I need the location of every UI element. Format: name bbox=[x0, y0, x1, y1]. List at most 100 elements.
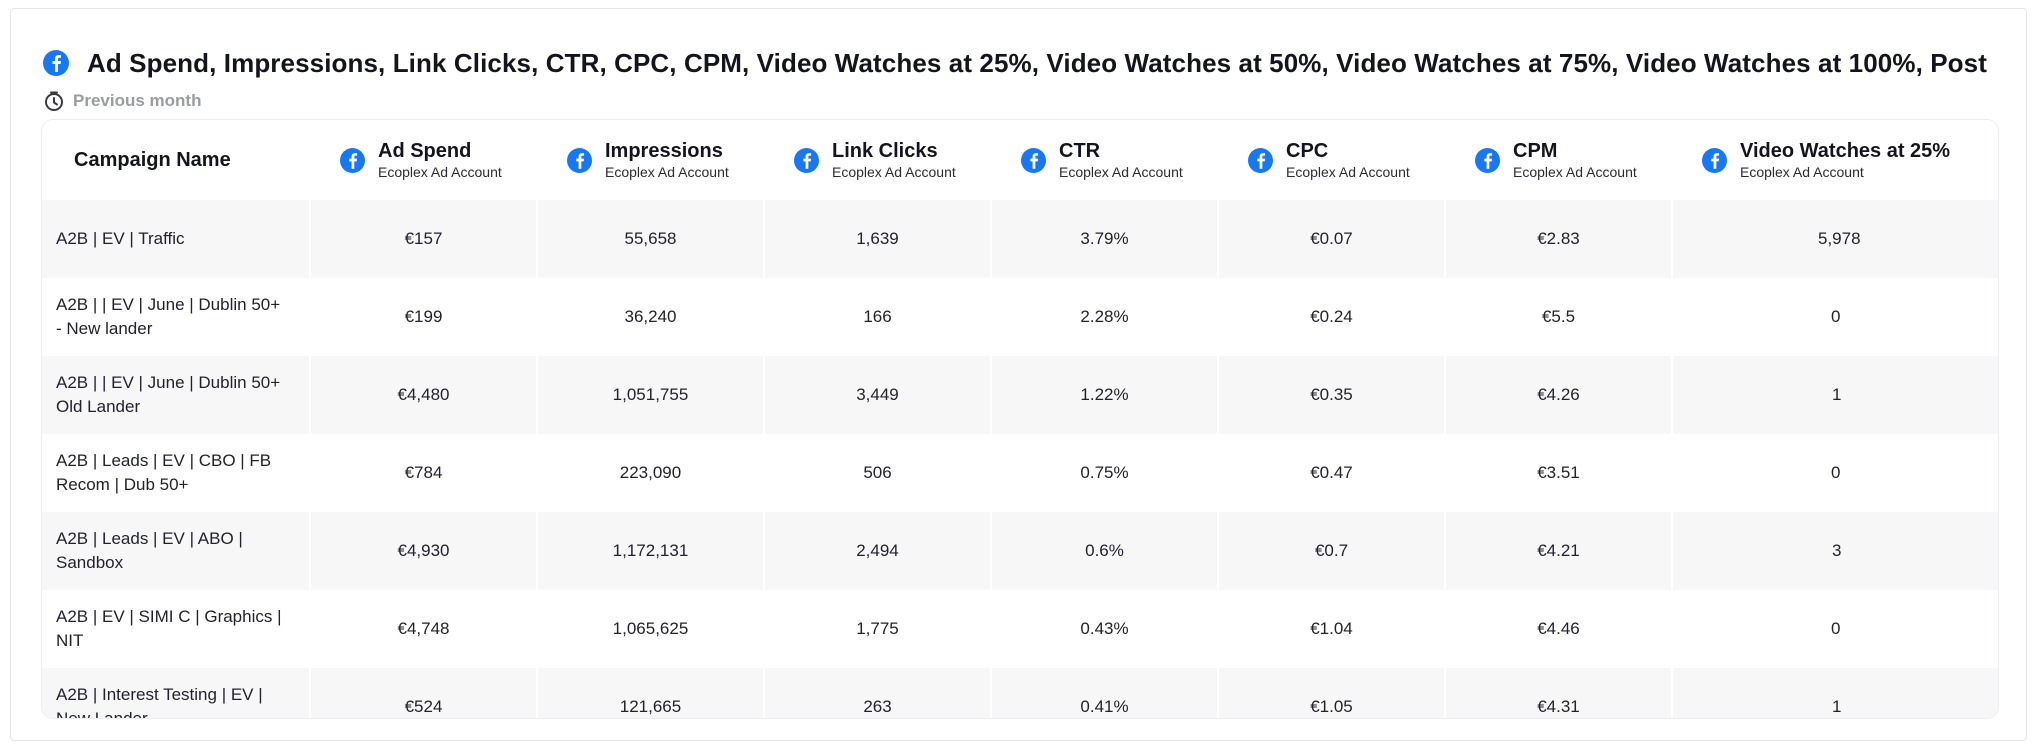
cell-cpc: €0.35 bbox=[1218, 356, 1446, 434]
cell-cpm: €4.26 bbox=[1445, 356, 1673, 434]
cell-impressions: 1,065,625 bbox=[537, 590, 765, 668]
column-header-cpm[interactable]: CPM Ecoplex Ad Account bbox=[1445, 120, 1672, 200]
cell-link-clicks: 1,639 bbox=[764, 200, 992, 278]
cell-cpm: €2.83 bbox=[1445, 200, 1673, 278]
cell-cpm: €5.5 bbox=[1445, 278, 1673, 356]
column-account: Ecoplex Ad Account bbox=[1286, 164, 1410, 180]
cell-cpc: €0.7 bbox=[1218, 512, 1446, 590]
cell-ad-spend: €4,480 bbox=[310, 356, 538, 434]
cell-cpm: €4.46 bbox=[1445, 590, 1673, 668]
column-header-cpc[interactable]: CPC Ecoplex Ad Account bbox=[1218, 120, 1445, 200]
column-label: Link Clicks bbox=[832, 140, 938, 162]
cell-video-watches-25: 1 bbox=[1672, 668, 1998, 718]
column-label: Ad Spend bbox=[378, 140, 472, 162]
table-row[interactable]: A2B | Leads | EV | CBO | FB Recom | Dub … bbox=[42, 434, 1998, 512]
campaign-table-container[interactable]: Campaign Name Ad Spend Ecoplex Ad Account… bbox=[41, 119, 1999, 719]
date-range-label: Previous month bbox=[73, 91, 202, 110]
column-label: CPM bbox=[1513, 140, 1558, 162]
cell-video-watches-25: 0 bbox=[1672, 278, 1998, 356]
column-account: Ecoplex Ad Account bbox=[605, 164, 729, 180]
table-row[interactable]: A2B | | EV | June | Dublin 50+ Old Lande… bbox=[42, 356, 1998, 434]
date-range-row: Previous month bbox=[43, 89, 1994, 113]
campaign-table: Campaign Name Ad Spend Ecoplex Ad Account… bbox=[42, 120, 1998, 718]
cell-ctr: 0.41% bbox=[991, 668, 1219, 718]
facebook-icon bbox=[1702, 147, 1727, 173]
cell-cpc: €0.07 bbox=[1218, 200, 1446, 278]
cell-impressions: 223,090 bbox=[537, 434, 765, 512]
table-header-row: Campaign Name Ad Spend Ecoplex Ad Account… bbox=[42, 120, 1998, 200]
column-header-link-clicks[interactable]: Link Clicks Ecoplex Ad Account bbox=[764, 120, 991, 200]
widget-title: Ad Spend, Impressions, Link Clicks, CTR,… bbox=[87, 47, 1994, 78]
table-row[interactable]: A2B | Leads | EV | ABO | Sandbox €4,930 … bbox=[42, 512, 1998, 590]
column-header-video-watches-25[interactable]: Video Watches at 25% Ecoplex Ad Account bbox=[1672, 120, 1998, 200]
table-row[interactable]: A2B | EV | Traffic €157 55,658 1,639 3.7… bbox=[42, 200, 1998, 278]
cell-link-clicks: 166 bbox=[764, 278, 992, 356]
table-row[interactable]: A2B | | EV | June | Dublin 50+ - New lan… bbox=[42, 278, 1998, 356]
cell-impressions: 55,658 bbox=[537, 200, 765, 278]
cell-cpc: €1.04 bbox=[1218, 590, 1446, 668]
cell-impressions: 1,172,131 bbox=[537, 512, 765, 590]
column-header-ctr[interactable]: CTR Ecoplex Ad Account bbox=[991, 120, 1218, 200]
cell-ctr: 1.22% bbox=[991, 356, 1219, 434]
column-header-campaign-name[interactable]: Campaign Name bbox=[74, 148, 231, 171]
cell-ad-spend: €784 bbox=[310, 434, 538, 512]
cell-cpm: €4.31 bbox=[1445, 668, 1673, 718]
facebook-icon bbox=[794, 147, 819, 173]
facebook-icon bbox=[43, 50, 69, 76]
facebook-icon bbox=[340, 147, 365, 173]
cell-impressions: 36,240 bbox=[537, 278, 765, 356]
cell-ad-spend: €157 bbox=[310, 200, 538, 278]
column-label: Impressions bbox=[605, 140, 723, 162]
column-account: Ecoplex Ad Account bbox=[378, 164, 502, 180]
title-row: Ad Spend, Impressions, Link Clicks, CTR,… bbox=[43, 43, 1994, 83]
cell-link-clicks: 2,494 bbox=[764, 512, 992, 590]
facebook-icon bbox=[567, 147, 592, 173]
facebook-icon bbox=[1475, 147, 1500, 173]
cell-cpc: €0.24 bbox=[1218, 278, 1446, 356]
facebook-icon bbox=[1021, 147, 1046, 173]
cell-cpc: €1.05 bbox=[1218, 668, 1446, 718]
cell-campaign-name: A2B | Leads | EV | ABO | Sandbox bbox=[42, 512, 311, 590]
cell-ctr: 0.43% bbox=[991, 590, 1219, 668]
cell-link-clicks: 3,449 bbox=[764, 356, 992, 434]
cell-cpm: €3.51 bbox=[1445, 434, 1673, 512]
column-account: Ecoplex Ad Account bbox=[1740, 164, 1864, 180]
column-header-ad-spend[interactable]: Ad Spend Ecoplex Ad Account bbox=[310, 120, 537, 200]
cell-video-watches-25: 1 bbox=[1672, 356, 1998, 434]
cell-cpm: €4.21 bbox=[1445, 512, 1673, 590]
cell-ctr: 2.28% bbox=[991, 278, 1219, 356]
column-account: Ecoplex Ad Account bbox=[1059, 164, 1183, 180]
facebook-icon bbox=[1248, 147, 1273, 173]
cell-campaign-name: A2B | | EV | June | Dublin 50+ - New lan… bbox=[42, 278, 311, 356]
cell-video-watches-25: 0 bbox=[1672, 434, 1998, 512]
column-label: Video Watches at 25% bbox=[1740, 140, 1951, 162]
cell-link-clicks: 1,775 bbox=[764, 590, 992, 668]
report-widget: Ad Spend, Impressions, Link Clicks, CTR,… bbox=[10, 8, 2027, 741]
cell-ad-spend: €524 bbox=[310, 668, 538, 718]
column-account: Ecoplex Ad Account bbox=[832, 164, 956, 180]
cell-link-clicks: 506 bbox=[764, 434, 992, 512]
table-row[interactable]: A2B | Interest Testing | EV | New Lander… bbox=[42, 668, 1998, 718]
cell-video-watches-25: 5,978 bbox=[1672, 200, 1998, 278]
cell-ctr: 0.75% bbox=[991, 434, 1219, 512]
widget-header: Ad Spend, Impressions, Link Clicks, CTR,… bbox=[43, 43, 1994, 113]
column-header-impressions[interactable]: Impressions Ecoplex Ad Account bbox=[537, 120, 764, 200]
cell-campaign-name: A2B | | EV | June | Dublin 50+ Old Lande… bbox=[42, 356, 311, 434]
cell-campaign-name: A2B | EV | Traffic bbox=[42, 200, 311, 278]
column-label: CTR bbox=[1059, 140, 1101, 162]
column-label: CPC bbox=[1286, 140, 1329, 162]
cell-campaign-name: A2B | EV | SIMI C | Graphics | NIT bbox=[42, 590, 311, 668]
cell-video-watches-25: 0 bbox=[1672, 590, 1998, 668]
cell-campaign-name: A2B | Interest Testing | EV | New Lander bbox=[42, 668, 311, 718]
cell-ad-spend: €4,930 bbox=[310, 512, 538, 590]
cell-video-watches-25: 3 bbox=[1672, 512, 1998, 590]
cell-impressions: 1,051,755 bbox=[537, 356, 765, 434]
cell-ctr: 3.79% bbox=[991, 200, 1219, 278]
table-row[interactable]: A2B | EV | SIMI C | Graphics | NIT €4,74… bbox=[42, 590, 1998, 668]
column-account: Ecoplex Ad Account bbox=[1513, 164, 1637, 180]
clock-icon bbox=[45, 91, 63, 111]
cell-ctr: 0.6% bbox=[991, 512, 1219, 590]
cell-impressions: 121,665 bbox=[537, 668, 765, 718]
cell-ad-spend: €199 bbox=[310, 278, 538, 356]
cell-cpc: €0.47 bbox=[1218, 434, 1446, 512]
